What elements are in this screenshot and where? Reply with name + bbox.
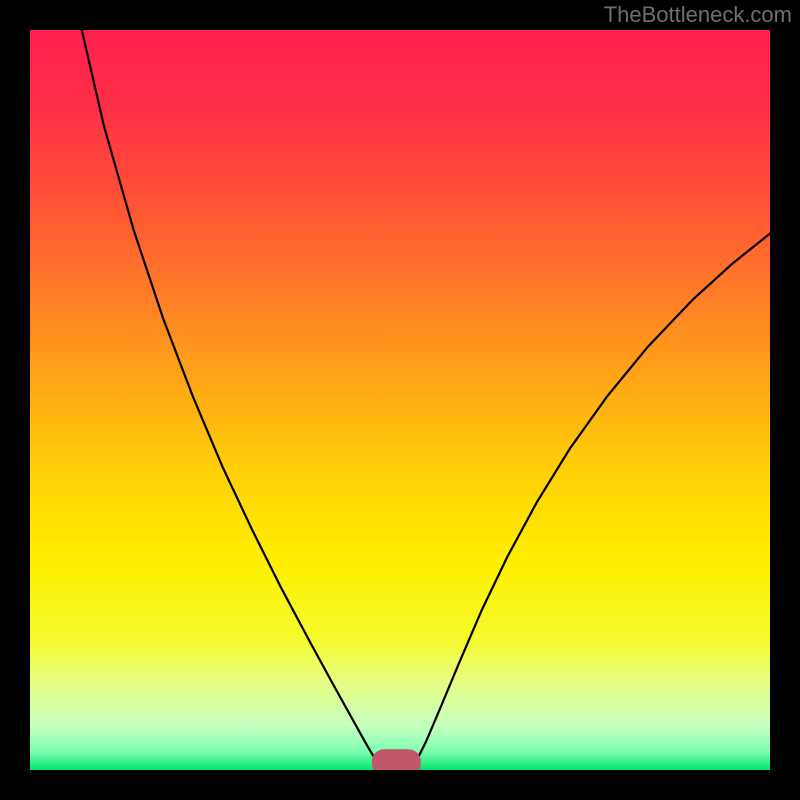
- plot-area: [30, 30, 770, 770]
- gradient-background: [30, 30, 770, 770]
- outer-frame: TheBottleneck.com: [0, 0, 800, 800]
- watermark-text: TheBottleneck.com: [604, 2, 792, 28]
- chart-svg: [30, 30, 770, 770]
- vertex-marker: [372, 749, 421, 770]
